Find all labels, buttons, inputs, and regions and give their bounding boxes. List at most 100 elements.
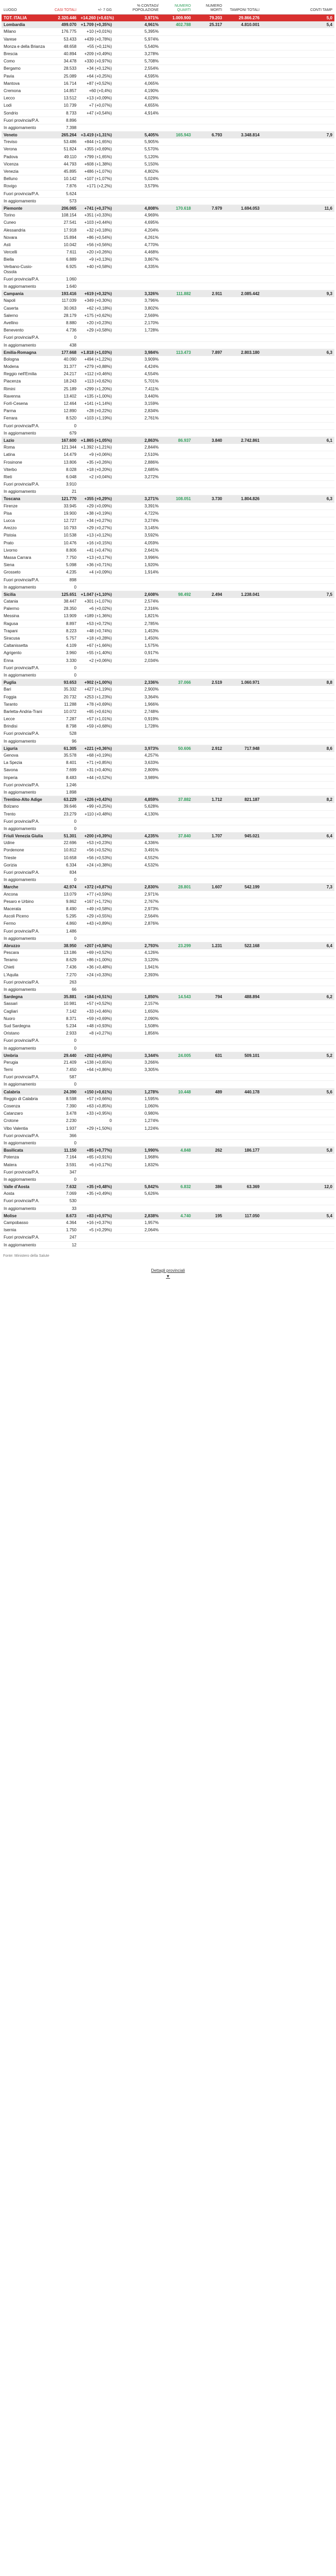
row-pop: 2,973% (114, 905, 161, 913)
row-quarti (161, 905, 193, 913)
row-name: Barletta-Andria-Trani (2, 708, 47, 716)
row-conti (262, 480, 334, 489)
row-casi: 7.398 (47, 124, 79, 132)
col-header-pop: % CONTAGI/ POPOLAZIONE (114, 3, 161, 15)
row-tamponi (224, 234, 262, 241)
row-casi: 20.732 (47, 693, 79, 701)
row-tamponi (224, 341, 262, 349)
row-pop: 2,608% (114, 591, 161, 598)
row-var: +301 (+1,07%) (79, 598, 114, 606)
row-pop: 2,785% (114, 620, 161, 628)
row-tamponi (224, 197, 262, 205)
row-conti (262, 263, 334, 276)
row-conti (262, 876, 334, 884)
row-var (79, 422, 114, 430)
row-tamponi (224, 1029, 262, 1038)
row-morti (193, 986, 224, 994)
row-var: +1.818 (+1,03%) (79, 349, 114, 356)
row-pop (114, 334, 161, 342)
row-pop: 2,793% (114, 942, 161, 950)
row-quarti (161, 642, 193, 650)
row-var: +56 (+0,52%) (79, 846, 114, 855)
row-var: +65 (+0,61%) (79, 708, 114, 716)
row-pop: 2,834% (114, 407, 161, 415)
row-quarti (161, 145, 193, 154)
row-name: Como (2, 57, 47, 66)
row-tamponi (224, 568, 262, 577)
row-conti (262, 649, 334, 657)
row-name: Bari (2, 686, 47, 694)
row-tamponi (224, 598, 262, 606)
row-tamponi (224, 912, 262, 921)
row-conti (262, 627, 334, 635)
row-conti (262, 1168, 334, 1176)
row-var: +10 (+0,01%) (79, 28, 114, 36)
row-morti (193, 94, 224, 103)
row-pop (114, 1037, 161, 1045)
row-var (79, 1139, 114, 1147)
table-row: Fuori provincia/P.A. 1.246 (2, 781, 334, 789)
row-pop: 5,626% (114, 1190, 161, 1198)
row-morti (193, 124, 224, 132)
row-var (79, 117, 114, 124)
row-name: Fuori provincia/P.A. (2, 275, 47, 284)
row-pop: 5,395% (114, 28, 161, 36)
row-morti (193, 80, 224, 87)
row-conti (262, 35, 334, 43)
row-name: Novara (2, 234, 47, 241)
row-pop: 1,850% (114, 993, 161, 1001)
table-row: In aggiornamento 0 (2, 935, 334, 942)
row-casi: 5.295 (47, 912, 79, 921)
details-link[interactable]: Dettagli provinciali ▼ (0, 1268, 336, 1279)
row-quarti (161, 766, 193, 774)
row-conti (262, 598, 334, 606)
row-conti (262, 1176, 334, 1184)
row-morti (193, 1241, 224, 1249)
row-quarti (161, 524, 193, 532)
row-casi: 530 (47, 1197, 79, 1205)
row-quarti (161, 1008, 193, 1015)
table-row: In aggiornamento 0 (2, 1044, 334, 1052)
row-quarti: 113.473 (161, 349, 193, 356)
row-name: Umbria (2, 1052, 47, 1059)
row-morti (193, 283, 224, 291)
row-tamponi (224, 1226, 262, 1234)
row-var: +86 (+0,54%) (79, 234, 114, 241)
row-quarti (161, 429, 193, 437)
table-row: Fuori provincia/P.A. 366 (2, 1132, 334, 1140)
row-tamponi (224, 1037, 262, 1045)
table-row: Catanzaro 3.478 +33 (+0,95%) 0,980% (2, 1110, 334, 1118)
row-casi: 0 (47, 1139, 79, 1147)
row-conti (262, 1139, 334, 1147)
row-conti (262, 854, 334, 862)
row-casi: 11.150 (47, 1146, 79, 1154)
row-pop (114, 1073, 161, 1081)
row-var: +351 (+0,33%) (79, 212, 114, 220)
row-var: +13 (+0,09%) (79, 94, 114, 103)
row-conti (262, 451, 334, 459)
row-morti (193, 671, 224, 680)
details-link-label[interactable]: Dettagli provinciali (151, 1268, 185, 1273)
row-morti (193, 788, 224, 797)
row-pop: 4,235% (114, 832, 161, 840)
row-morti (193, 1000, 224, 1008)
row-conti (262, 190, 334, 198)
table-row: Pavia 25.089 +64 (+0,25%) 4,595% (2, 72, 334, 80)
row-casi: 10.739 (47, 101, 79, 110)
row-var: +35 (+0,49%) (79, 1190, 114, 1198)
row-conti (262, 759, 334, 767)
row-pop: 2,564% (114, 912, 161, 921)
table-row: Cuneo 27.541 +103 (+0,44%) 4,695% (2, 219, 334, 227)
row-casi: 31.377 (47, 363, 79, 371)
row-pop: 4,802% (114, 168, 161, 176)
row-conti (262, 429, 334, 437)
row-tamponi (224, 488, 262, 496)
row-morti (193, 869, 224, 877)
row-morti (193, 1008, 224, 1015)
row-pop: 0,917% (114, 649, 161, 657)
row-quarti (161, 854, 193, 862)
row-var: +77 (+0,59%) (79, 890, 114, 898)
row-name: In aggiornamento (2, 283, 47, 291)
row-var (79, 737, 114, 745)
row-morti (193, 898, 224, 906)
